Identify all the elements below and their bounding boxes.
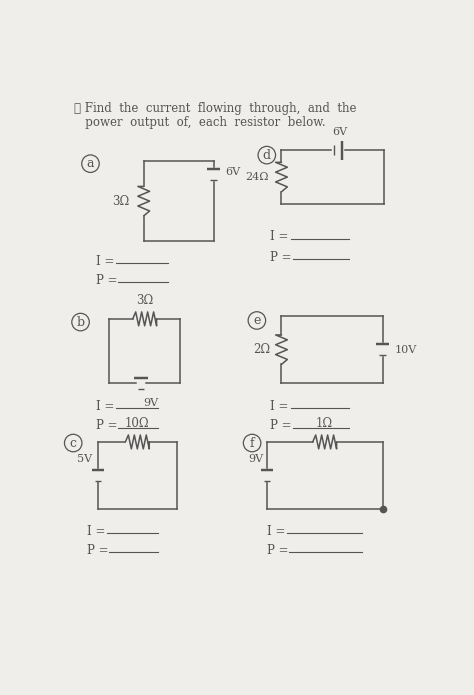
Text: I =: I =	[271, 400, 289, 413]
Text: I =: I =	[96, 400, 114, 413]
Text: 5V: 5V	[77, 454, 92, 464]
Text: I =: I =	[271, 231, 289, 243]
Text: 9V: 9V	[143, 398, 158, 408]
Text: 24Ω: 24Ω	[245, 172, 268, 182]
Text: 6V: 6V	[332, 127, 347, 137]
Text: P =: P =	[267, 544, 288, 557]
Text: P =: P =	[96, 274, 118, 287]
Text: P =: P =	[87, 544, 108, 557]
Text: power  output  of,  each  resistor  below.: power output of, each resistor below.	[74, 115, 326, 129]
Text: P =: P =	[271, 251, 292, 264]
Text: a: a	[87, 157, 94, 170]
Text: 1Ω: 1Ω	[316, 417, 333, 430]
Text: f: f	[250, 436, 255, 450]
Text: 10Ω: 10Ω	[125, 417, 150, 430]
Text: b: b	[76, 316, 85, 329]
Text: P =: P =	[271, 419, 292, 432]
Text: 9V: 9V	[248, 454, 264, 464]
Text: 3Ω: 3Ω	[136, 294, 153, 307]
Text: 2Ω: 2Ω	[253, 343, 270, 356]
Text: P =: P =	[96, 419, 118, 432]
Text: 3Ω: 3Ω	[112, 195, 129, 208]
Text: ③ Find  the  current  flowing  through,  and  the: ③ Find the current flowing through, and …	[74, 102, 356, 115]
Text: e: e	[253, 314, 261, 327]
Text: 6V: 6V	[225, 167, 240, 177]
Text: c: c	[70, 436, 77, 450]
Text: I =: I =	[87, 525, 105, 538]
Text: I =: I =	[96, 254, 114, 268]
Text: I =: I =	[267, 525, 285, 538]
Text: d: d	[263, 149, 271, 162]
Text: 10V: 10V	[394, 345, 417, 354]
